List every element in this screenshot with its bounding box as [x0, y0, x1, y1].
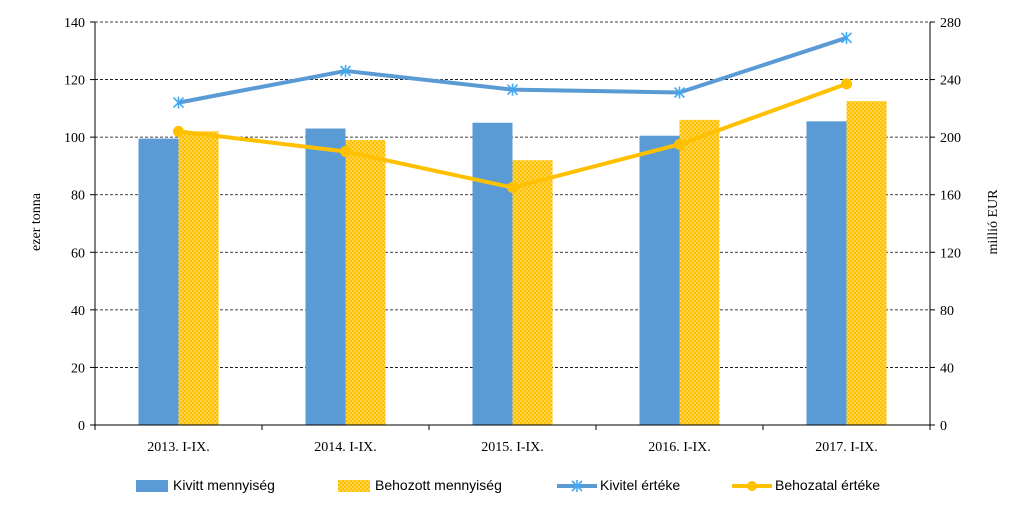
- bar-behozott-mennyiseg: [512, 160, 553, 425]
- bar-kivitt-mennyiseg: [639, 135, 680, 426]
- y-tick-label-right: 120: [940, 246, 961, 261]
- marker-behozatal-erteke: [340, 146, 351, 158]
- x-tick-label: 2014. I-IX.: [314, 440, 377, 455]
- y-tick-label-left: 20: [71, 361, 85, 376]
- bar-behozott-mennyiseg: [679, 119, 720, 425]
- y-tick-label-right: 200: [940, 131, 961, 146]
- x-tick-label: 2017. I-IX.: [815, 440, 878, 455]
- y-tick-label-right: 240: [940, 74, 961, 89]
- bar-behozott-mennyiseg: [345, 140, 386, 425]
- axes: [90, 21, 935, 430]
- marker-kivitel-erteke: [840, 31, 853, 44]
- legend-label-kivitt-mennyiseg: Kivitt mennyiség: [173, 477, 275, 493]
- x-tick-label: 2013. I-IX.: [147, 440, 210, 455]
- bars: [138, 101, 887, 426]
- x-tick-label: 2015. I-IX.: [481, 440, 544, 455]
- marker-kivitel-erteke: [673, 86, 686, 99]
- bar-behozott-mennyiseg: [178, 131, 219, 425]
- y-tick-label-right: 280: [940, 16, 961, 31]
- y-tick-label-left: 60: [71, 246, 85, 261]
- y-tick-label-right: 40: [940, 361, 954, 376]
- y-tick-label-right: 80: [940, 304, 954, 319]
- tick-labels: 0 20 40 60 80 100 120 140 0 40 80 120 160 200 240 280 20…: [64, 16, 961, 455]
- bar-kivitt-mennyiseg: [472, 122, 513, 425]
- legend-item-behozott-mennyiseg: Behozott mennyiség: [338, 477, 502, 493]
- bar-kivitt-mennyiseg: [806, 121, 847, 425]
- y-axis-left-label: ezer tonna: [29, 192, 44, 251]
- legend-label-behozott-mennyiseg: Behozott mennyiség: [375, 477, 502, 493]
- bar-kivitt-mennyiseg: [305, 128, 346, 425]
- legend: Kivitt mennyiség Behozott mennyiség Kivi…: [136, 477, 880, 493]
- x-tick-label: 2016. I-IX.: [648, 440, 711, 455]
- legend-item-behozatal-erteke: Behozatal értéke: [732, 477, 880, 493]
- marker-kivitel-erteke: [172, 96, 185, 109]
- marker-behozatal-erteke: [841, 78, 852, 90]
- lines: [172, 31, 853, 194]
- legend-item-kivitt-mennyiseg: Kivitt mennyiség: [136, 477, 275, 493]
- y-tick-label-left: 140: [64, 16, 85, 31]
- y-tick-label-left: 40: [71, 304, 85, 319]
- legend-label-kivitel-erteke: Kivitel értéke: [600, 477, 680, 493]
- y-tick-label-left: 100: [64, 131, 85, 146]
- y-tick-label-right: 160: [940, 189, 961, 204]
- y-tick-label-left: 120: [64, 74, 85, 89]
- marker-behozatal-erteke: [674, 138, 685, 150]
- legend-marker-kivitel-erteke: [571, 480, 583, 492]
- marker-behozatal-erteke: [173, 125, 184, 137]
- marker-kivitel-erteke: [339, 64, 352, 77]
- y-tick-label-left: 0: [78, 419, 85, 434]
- legend-swatch-kivitt-mennyiseg: [136, 480, 168, 492]
- bar-behozott-mennyiseg: [846, 101, 887, 426]
- legend-item-kivitel-erteke: Kivitel értéke: [557, 477, 680, 493]
- y-tick-label-right: 0: [940, 419, 947, 434]
- marker-kivitel-erteke: [506, 83, 519, 96]
- y-tick-label-left: 80: [71, 189, 85, 204]
- marker-behozatal-erteke: [507, 182, 518, 194]
- y-axis-right-label: millió EUR: [986, 189, 1001, 255]
- legend-marker-behozatal-erteke: [747, 481, 757, 491]
- legend-label-behozatal-erteke: Behozatal értéke: [775, 477, 880, 493]
- legend-swatch-behozott-mennyiseg: [338, 480, 370, 492]
- bar-kivitt-mennyiseg: [138, 138, 179, 425]
